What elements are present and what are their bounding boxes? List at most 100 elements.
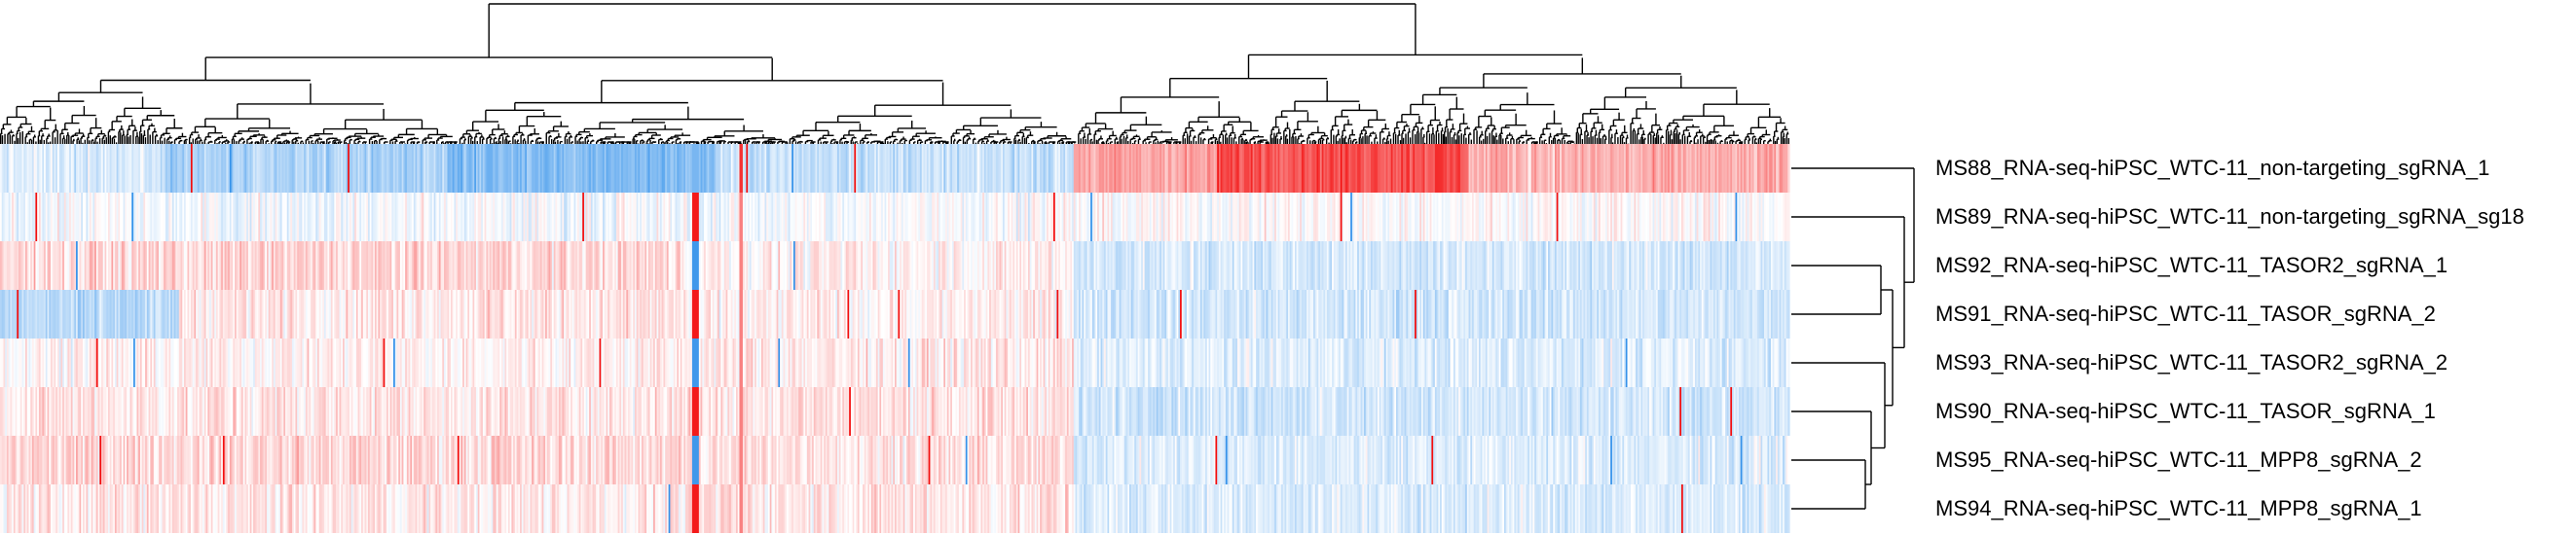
heatmap-cell: [1355, 193, 1358, 241]
heatmap-cell: [141, 241, 144, 290]
heatmap-cell: [628, 193, 631, 241]
heatmap-cell: [1002, 193, 1006, 241]
heatmap-cell: [1284, 144, 1287, 193]
heatmap-cell: [548, 144, 551, 193]
heatmap-cell: [141, 144, 144, 193]
heatmap-cell: [582, 193, 585, 241]
heatmap-cell: [1072, 193, 1075, 241]
heatmap-cell: [1466, 144, 1470, 193]
heatmap-cell: [1139, 193, 1142, 241]
heatmap-cell: [1193, 193, 1196, 241]
heatmap-cell: [629, 144, 633, 193]
heatmap-cell: [1691, 193, 1694, 241]
heatmap-cell: [718, 144, 721, 193]
heatmap-cell: [235, 193, 238, 241]
heatmap-cell: [557, 241, 560, 290]
heatmap-cell: [673, 144, 677, 193]
heatmap-cell: [1732, 144, 1735, 193]
heatmap-cell: [1721, 193, 1724, 241]
heatmap-cell: [219, 241, 222, 290]
heatmap-cell: [74, 144, 77, 193]
heatmap-cell: [239, 241, 242, 290]
heatmap-cell: [1686, 193, 1689, 241]
heatmap-cell: [904, 193, 907, 241]
heatmap-cell: [1332, 144, 1335, 193]
heatmap-cell: [1158, 144, 1160, 193]
heatmap-cell: [1351, 193, 1355, 241]
heatmap-cell: [107, 241, 111, 290]
heatmap-cell: [1107, 144, 1110, 193]
heatmap-cell: [162, 193, 165, 241]
heatmap-cell: [1034, 144, 1038, 193]
heatmap-cell: [1742, 144, 1745, 193]
heatmap-cell: [1404, 193, 1407, 241]
heatmap-cell: [1326, 144, 1330, 193]
heatmap-cell: [967, 144, 970, 193]
heatmap-cell: [955, 193, 958, 241]
heatmap-cell: [619, 193, 622, 241]
heatmap-cell: [1229, 193, 1232, 241]
heatmap-cell: [1065, 144, 1068, 193]
heatmap-cell: [837, 144, 840, 193]
heatmap-cell: [1123, 193, 1127, 241]
heatmap-cell: [712, 144, 716, 193]
heatmap-cell: [1526, 193, 1528, 241]
heatmap-cell: [1463, 144, 1466, 193]
heatmap-cell: [1135, 193, 1139, 241]
heatmap-cell: [302, 241, 305, 290]
heatmap-cell: [830, 193, 833, 241]
heatmap-cell: [684, 144, 688, 193]
heatmap-cell: [336, 144, 339, 193]
heatmap-cell: [1725, 193, 1728, 241]
heatmap-cell: [81, 144, 84, 193]
heatmap-cell: [700, 144, 703, 193]
heatmap-cell: [368, 241, 371, 290]
heatmap-cell: [475, 193, 479, 241]
heatmap-cell: [656, 193, 659, 241]
heatmap-cell: [1171, 193, 1174, 241]
heatmap-cell: [974, 144, 976, 193]
heatmap-cell: [938, 144, 941, 193]
heatmap-cell: [1048, 144, 1051, 193]
heatmap-cell: [1114, 144, 1117, 193]
heatmap-cell: [1461, 193, 1464, 241]
heatmap-cell: [1301, 144, 1305, 193]
heatmap-cell: [1783, 144, 1785, 193]
heatmap-cell: [850, 144, 854, 193]
heatmap-cell: [1261, 193, 1264, 241]
heatmap-cell: [63, 241, 67, 290]
heatmap-cell: [1666, 193, 1669, 241]
heatmap-cell: [964, 144, 967, 193]
heatmap-cell: [971, 193, 974, 241]
heatmap-cell: [192, 144, 195, 193]
heatmap-cell: [150, 241, 153, 290]
heatmap-cell: [1571, 144, 1574, 193]
heatmap-cell: [690, 193, 693, 241]
heatmap-cell: [210, 144, 214, 193]
heatmap-cell: [470, 193, 474, 241]
heatmap-cell: [342, 144, 346, 193]
heatmap-cell: [1558, 193, 1561, 241]
heatmap-cell: [1256, 144, 1259, 193]
heatmap-cell: [1360, 193, 1363, 241]
heatmap-cell: [380, 241, 383, 290]
heatmap-cell: [341, 241, 344, 290]
heatmap-cell: [55, 241, 58, 290]
heatmap-cell: [704, 144, 707, 193]
heatmap-cell: [1597, 144, 1600, 193]
heatmap-cell: [1195, 144, 1197, 193]
heatmap-cell: [1774, 144, 1777, 193]
heatmap-cell: [1684, 193, 1687, 241]
heatmap-cell: [753, 144, 755, 193]
heatmap-cell: [1613, 144, 1616, 193]
heatmap-cell: [361, 144, 364, 193]
heatmap-cell: [209, 144, 212, 193]
heatmap-cell: [1110, 193, 1114, 241]
heatmap-cell: [1470, 144, 1473, 193]
heatmap-cell: [978, 193, 982, 241]
heatmap-cell: [767, 193, 771, 241]
heatmap-cell: [895, 193, 898, 241]
heatmap-cell: [1272, 193, 1275, 241]
heatmap-cell: [1243, 193, 1247, 241]
heatmap-cell: [614, 193, 617, 241]
